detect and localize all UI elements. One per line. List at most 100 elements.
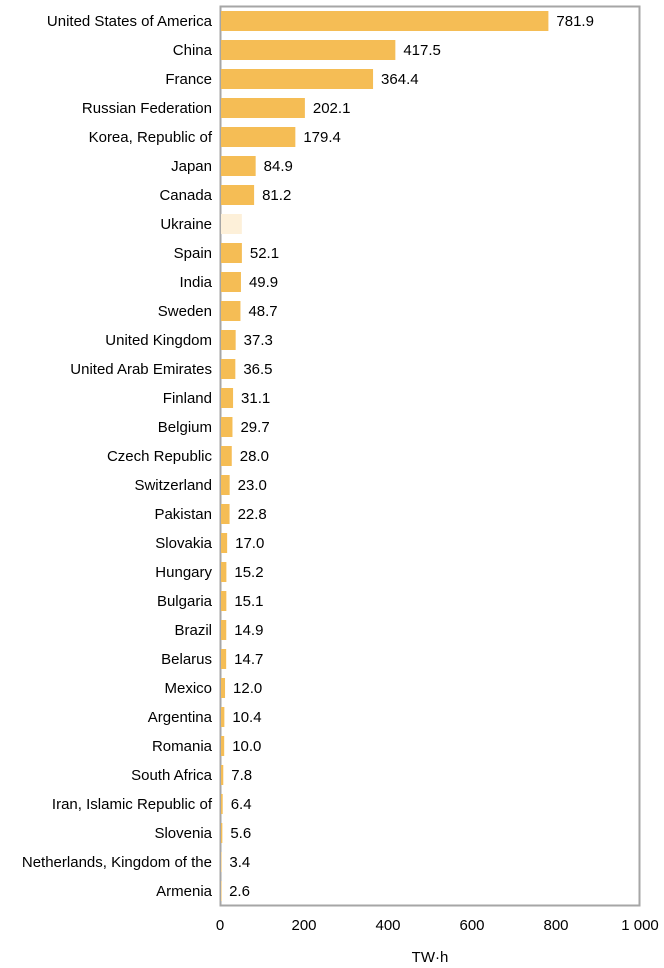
category-label: Netherlands, Kingdom of the <box>22 854 212 871</box>
value-label: 49.9 <box>249 274 278 291</box>
category-label: Brazil <box>174 622 212 639</box>
value-label: 14.9 <box>234 622 263 639</box>
bar <box>221 475 230 495</box>
value-label: 12.0 <box>233 680 262 697</box>
category-label: Slovenia <box>154 825 212 842</box>
bar <box>221 301 241 321</box>
category-label: United Kingdom <box>105 332 212 349</box>
category-label: India <box>179 274 212 291</box>
value-label: 417.5 <box>403 42 441 59</box>
category-label: Armenia <box>156 883 213 900</box>
value-label: 179.4 <box>303 129 341 146</box>
bar <box>221 272 241 292</box>
x-tick-label: 600 <box>459 917 484 934</box>
bar <box>221 504 230 524</box>
category-label: Iran, Islamic Republic of <box>52 796 213 813</box>
value-label: 37.3 <box>244 332 273 349</box>
value-label: 84.9 <box>264 158 293 175</box>
bar <box>221 562 227 582</box>
bar <box>221 69 374 89</box>
bar <box>221 185 255 205</box>
value-label: 781.9 <box>556 13 594 30</box>
category-label: Finland <box>163 390 212 407</box>
category-label: Pakistan <box>154 506 212 523</box>
value-labels: 781.9 417.5 364.4 202.1 179.4 84.9 81.2 52.1 49.… <box>229 13 594 900</box>
category-labels: United States of America China France Russi… <box>22 13 213 900</box>
value-label: 15.2 <box>234 564 263 581</box>
category-label: France <box>165 71 212 88</box>
category-label: China <box>173 42 213 59</box>
category-label: Sweden <box>158 303 212 320</box>
category-label: Canada <box>159 187 212 204</box>
value-label: 15.1 <box>234 593 263 610</box>
plot-frame <box>219 5 641 907</box>
category-label: South Africa <box>131 767 213 784</box>
bar <box>221 243 242 263</box>
category-label: Japan <box>171 158 212 175</box>
x-tick-label: 400 <box>375 917 400 934</box>
x-axis-title: TW·h <box>412 949 449 966</box>
category-label: Belgium <box>158 419 212 436</box>
x-axis-ticks: 0 200 400 600 800 1 000 <box>216 917 659 934</box>
value-label: 52.1 <box>250 245 279 262</box>
bar <box>221 417 233 437</box>
bar <box>221 852 222 872</box>
bar <box>221 127 296 147</box>
value-label: 3.4 <box>229 854 250 871</box>
category-label: Mexico <box>164 680 212 697</box>
x-tick-label: 1 000 <box>621 917 659 934</box>
value-label: 48.7 <box>248 303 277 320</box>
category-label: Belarus <box>161 651 212 668</box>
value-label: 10.4 <box>232 709 261 726</box>
category-label: Argentina <box>148 709 213 726</box>
bar <box>221 794 223 814</box>
x-tick-label: 800 <box>543 917 568 934</box>
category-label: Romania <box>152 738 213 755</box>
value-label: 2.6 <box>229 883 250 900</box>
category-label: Russian Federation <box>82 100 212 117</box>
bar <box>221 649 227 669</box>
value-label: 364.4 <box>381 71 419 88</box>
bar <box>221 98 305 118</box>
value-label: 29.7 <box>240 419 269 436</box>
category-label: Slovakia <box>155 535 212 552</box>
bar <box>221 40 396 60</box>
bar <box>221 591 227 611</box>
category-label: Korea, Republic of <box>89 129 213 146</box>
value-label: 81.2 <box>262 187 291 204</box>
bar <box>221 881 222 901</box>
value-label: 31.1 <box>241 390 270 407</box>
bar <box>221 388 234 408</box>
bar <box>221 11 549 31</box>
bar <box>221 214 242 234</box>
value-label: 10.0 <box>232 738 261 755</box>
bar <box>221 823 223 843</box>
value-label: 202.1 <box>313 100 351 117</box>
category-label: Czech Republic <box>107 448 213 465</box>
category-label: United States of America <box>47 13 213 30</box>
x-tick-label: 0 <box>216 917 224 934</box>
category-label: Hungary <box>155 564 212 581</box>
category-label: United Arab Emirates <box>70 361 212 378</box>
category-label: Spain <box>174 245 212 262</box>
bar <box>221 533 228 553</box>
bar <box>221 707 225 727</box>
value-label: 36.5 <box>243 361 272 378</box>
value-label: 28.0 <box>240 448 269 465</box>
bar <box>221 620 227 640</box>
bar <box>221 446 232 466</box>
value-label: 22.8 <box>238 506 267 523</box>
bar <box>221 678 226 698</box>
category-label: Switzerland <box>134 477 212 494</box>
bar <box>221 156 256 176</box>
value-label: 6.4 <box>231 796 252 813</box>
category-label: Ukraine <box>160 216 212 233</box>
value-label: 5.6 <box>230 825 251 842</box>
bar <box>221 736 225 756</box>
value-label: 14.7 <box>234 651 263 668</box>
value-label: 7.8 <box>231 767 252 784</box>
bar <box>221 359 236 379</box>
bar <box>221 330 236 350</box>
category-label: Bulgaria <box>157 593 213 610</box>
value-label: 17.0 <box>235 535 264 552</box>
